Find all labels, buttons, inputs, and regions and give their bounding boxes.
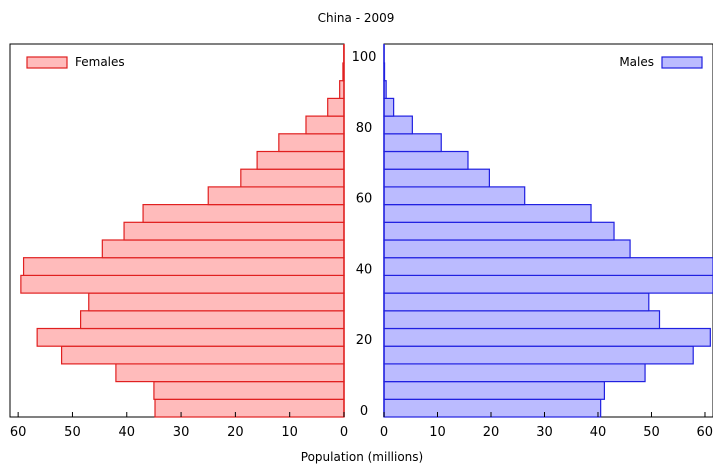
female-bar-80-84 [305, 115, 345, 135]
female-bar-35-39 [20, 274, 345, 294]
legend-swatch-females [26, 56, 68, 69]
male-bar-45-49 [383, 239, 631, 259]
female-bar-20-24 [36, 327, 345, 347]
age-tick-label-80: 80 [356, 121, 373, 136]
male-bar-65-69 [383, 168, 490, 188]
females-panel: 60 50 40 30 20 10 0 [9, 43, 348, 440]
male-bar-60-64 [383, 186, 526, 206]
males-legend: Males [619, 55, 703, 69]
female-bar-55-59 [142, 204, 345, 223]
legend-swatch-males [661, 56, 703, 69]
legend-label-males: Males [619, 55, 654, 69]
chart-title: China - 2009 [318, 11, 395, 25]
female-x-tick-label-50: 50 [64, 425, 81, 440]
male-bar-35-39 [383, 274, 713, 294]
age-tick-label-20: 20 [356, 333, 373, 348]
female-x-tick-label-30: 30 [173, 425, 190, 440]
female-x-tick-label-40: 40 [118, 425, 135, 440]
female-bar-85-89 [327, 97, 345, 117]
male-x-tick-label-40: 40 [590, 425, 607, 440]
age-tick-label-100: 100 [352, 50, 377, 65]
male-bar-0-4 [383, 398, 602, 418]
male-x-tick-label-10: 10 [429, 425, 446, 440]
females-legend: Females [26, 55, 125, 69]
female-bar-40-44 [22, 257, 345, 277]
male-bar-5-9 [383, 381, 606, 400]
age-tick-label-60: 60 [356, 192, 373, 207]
female-bar-45-49 [101, 239, 345, 259]
male-bar-30-34 [383, 292, 650, 312]
male-bar-15-19 [383, 345, 694, 365]
female-x-tick-label-20: 20 [227, 425, 244, 440]
male-bar-70-74 [383, 150, 469, 170]
male-bar-50-54 [383, 221, 615, 241]
male-bar-80-84 [383, 115, 413, 135]
male-bar-25-29 [383, 310, 661, 330]
female-bar-70-74 [256, 150, 345, 170]
female-bar-50-54 [123, 221, 345, 241]
male-x-tick-label-60: 60 [696, 425, 713, 440]
female-bar-30-34 [88, 292, 345, 312]
female-bar-60-64 [207, 186, 345, 206]
male-bar-85-89 [383, 97, 395, 117]
age-tick-label-0: 0 [360, 404, 368, 419]
male-x-tick-label-50: 50 [643, 425, 660, 440]
male-bar-55-59 [383, 204, 592, 223]
female-bar-75-79 [278, 133, 345, 153]
male-x-tick-label-0: 0 [380, 425, 388, 440]
male-x-tick-label-20: 20 [483, 425, 500, 440]
female-bar-10-14 [115, 363, 345, 383]
female-bar-5-9 [153, 381, 345, 400]
x-axis-label: Population (millions) [301, 450, 423, 464]
male-bar-75-79 [383, 133, 442, 153]
female-bar-0-4 [154, 398, 345, 418]
male-bar-40-44 [383, 257, 713, 277]
female-bar-15-19 [60, 345, 345, 365]
age-tick-label-40: 40 [356, 262, 373, 277]
female-x-tick-label-10: 10 [281, 425, 298, 440]
males-panel: 0 10 20 30 40 50 60 [380, 43, 713, 440]
female-bar-65-69 [240, 168, 345, 188]
female-x-tick-label-0: 0 [340, 425, 348, 440]
female-x-tick-label-60: 60 [10, 425, 27, 440]
male-x-tick-label-30: 30 [536, 425, 553, 440]
female-bar-25-29 [80, 310, 345, 330]
male-bar-10-14 [383, 363, 646, 383]
legend-label-females: Females [75, 55, 125, 69]
male-bar-20-24 [383, 327, 711, 347]
